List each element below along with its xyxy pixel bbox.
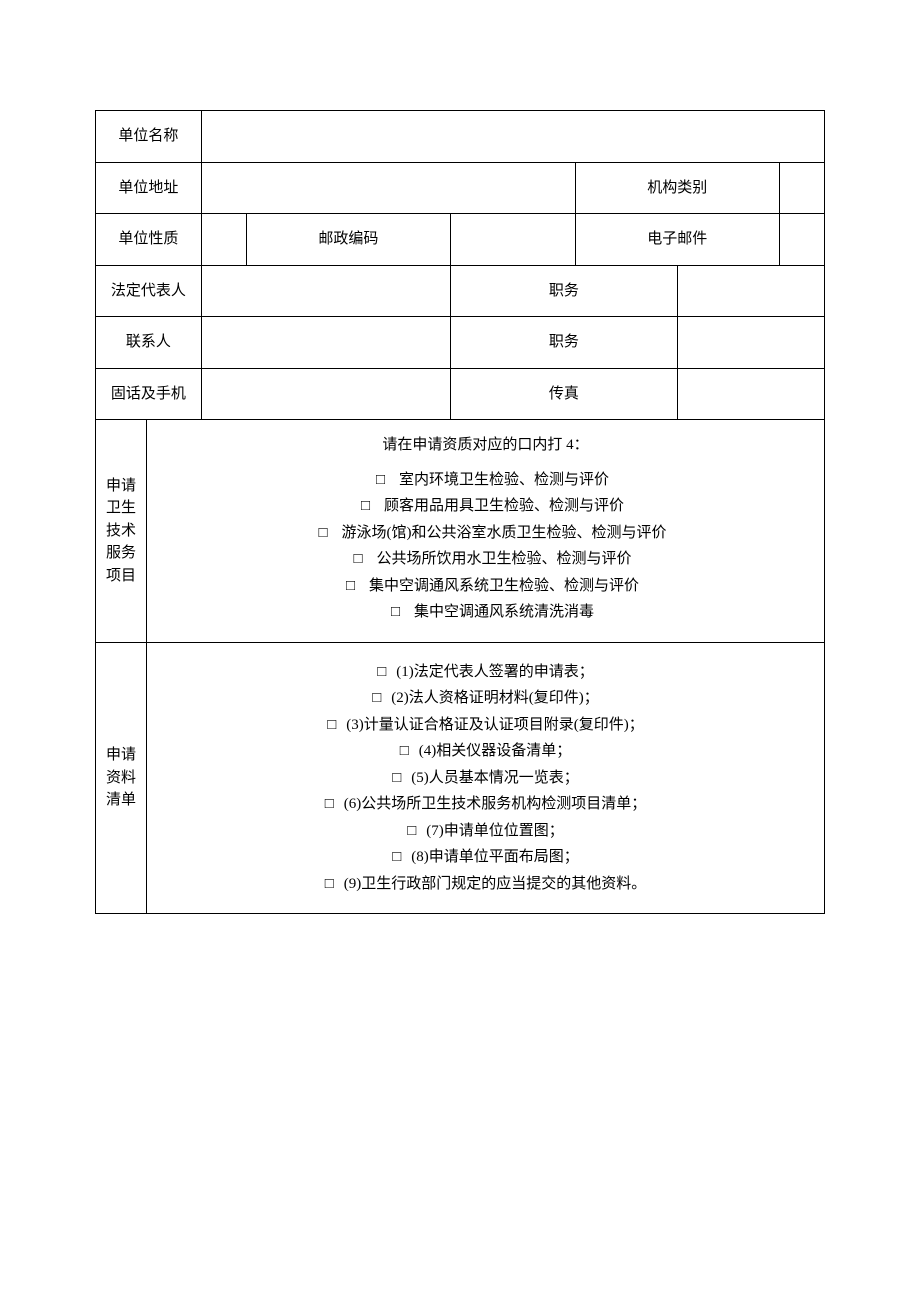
materials-item-text: (1)法定代表人签署的申请表； — [396, 664, 594, 680]
row-unit-nature: 单位性质 邮政编码 电子邮件 — [96, 214, 825, 266]
fax-value — [677, 368, 824, 420]
service-item-text: 集中空调通风系统清洗消毒 — [414, 604, 594, 620]
unit-name-value — [201, 111, 824, 163]
unit-name-label: 单位名称 — [96, 111, 202, 163]
materials-item-0: □ (1)法定代表人签署的申请表； — [155, 661, 816, 684]
service-item-text: 顾客用品用具卫生检验、检测与评价 — [384, 498, 624, 514]
email-label: 电子邮件 — [575, 214, 779, 266]
materials-item-text: (5)人员基本情况一览表； — [411, 770, 579, 786]
postal-code-value — [450, 214, 575, 266]
service-item-4: □ 集中空调通风系统卫生检验、检测与评价 — [155, 575, 816, 598]
materials-item-text: (2)法人资格证明材料(复印件)； — [391, 690, 598, 706]
application-form-table: 单位名称 单位地址 机构类别 单位性质 邮政编码 电子邮件 法定代表人 职务 联… — [95, 110, 825, 914]
legal-rep-label: 法定代表人 — [96, 265, 202, 317]
checkbox-icon[interactable]: □ — [407, 820, 416, 843]
checkbox-icon[interactable]: □ — [400, 740, 409, 763]
checkbox-icon[interactable]: □ — [372, 687, 381, 710]
row-materials-section: 申请资料清单 □ (1)法定代表人签署的申请表； □ (2)法人资格证明材料(复印件… — [96, 642, 825, 914]
checkbox-icon[interactable]: □ — [318, 522, 327, 545]
checkbox-icon[interactable]: □ — [391, 601, 400, 624]
position-label-2: 职务 — [450, 317, 677, 369]
service-intro: 请在申请资质对应的口内打 4： — [155, 434, 816, 457]
contact-label: 联系人 — [96, 317, 202, 369]
phone-label: 固话及手机 — [96, 368, 202, 420]
unit-address-value — [201, 162, 575, 214]
unit-address-label: 单位地址 — [96, 162, 202, 214]
org-category-value — [779, 162, 824, 214]
materials-item-text: (9)卫生行政部门规定的应当提交的其他资料。 — [344, 876, 647, 892]
checkbox-icon[interactable]: □ — [346, 575, 355, 598]
materials-item-8: □ (9)卫生行政部门规定的应当提交的其他资料。 — [155, 873, 816, 896]
row-contact: 联系人 职务 — [96, 317, 825, 369]
materials-item-text: (7)申请单位位置图； — [426, 823, 564, 839]
service-item-text: 游泳场(馆)和公共浴室水质卫生检验、检测与评价 — [342, 525, 667, 541]
service-section-content: 请在申请资质对应的口内打 4： □ 室内环境卫生检验、检测与评价 □ 顾客用品用具卫… — [147, 420, 825, 643]
service-item-0: □ 室内环境卫生检验、检测与评价 — [155, 469, 816, 492]
checkbox-icon[interactable]: □ — [361, 495, 370, 518]
service-item-3: □ 公共场所饮用水卫生检验、检测与评价 — [155, 548, 816, 571]
email-value — [779, 214, 824, 266]
position-value-2 — [677, 317, 824, 369]
materials-item-text: (3)计量认证合格证及认证项目附录(复印件)； — [346, 717, 643, 733]
service-item-text: 集中空调通风系统卫生检验、检测与评价 — [369, 578, 639, 594]
materials-item-5: □ (6)公共场所卫生技术服务机构检测项目清单； — [155, 793, 816, 816]
checkbox-icon[interactable]: □ — [327, 714, 336, 737]
checkbox-icon[interactable]: □ — [325, 873, 334, 896]
checkbox-icon[interactable]: □ — [377, 661, 386, 684]
service-item-text: 室内环境卫生检验、检测与评价 — [399, 472, 609, 488]
materials-section-content: □ (1)法定代表人签署的申请表； □ (2)法人资格证明材料(复印件)； □ (3)… — [147, 642, 825, 914]
service-item-text: 公共场所饮用水卫生检验、检测与评价 — [377, 551, 632, 567]
service-item-2: □ 游泳场(馆)和公共浴室水质卫生检验、检测与评价 — [155, 522, 816, 545]
materials-item-2: □ (3)计量认证合格证及认证项目附录(复印件)； — [155, 714, 816, 737]
materials-item-3: □ (4)相关仪器设备清单； — [155, 740, 816, 763]
checkbox-icon[interactable]: □ — [325, 793, 334, 816]
materials-item-4: □ (5)人员基本情况一览表； — [155, 767, 816, 790]
legal-rep-value — [201, 265, 450, 317]
materials-section-label: 申请资料清单 — [96, 642, 147, 914]
materials-item-6: □ (7)申请单位位置图； — [155, 820, 816, 843]
materials-item-text: (8)申请单位平面布局图； — [411, 849, 579, 865]
service-section-label: 申请卫生技术服务项目 — [96, 420, 147, 643]
row-unit-address: 单位地址 机构类别 — [96, 162, 825, 214]
row-legal-rep: 法定代表人 职务 — [96, 265, 825, 317]
checkbox-icon[interactable]: □ — [392, 846, 401, 869]
fax-label: 传真 — [450, 368, 677, 420]
service-item-5: □ 集中空调通风系统清洗消毒 — [155, 601, 816, 624]
position-label-1: 职务 — [450, 265, 677, 317]
row-unit-name: 单位名称 — [96, 111, 825, 163]
materials-item-7: □ (8)申请单位平面布局图； — [155, 846, 816, 869]
materials-item-1: □ (2)法人资格证明材料(复印件)； — [155, 687, 816, 710]
checkbox-icon[interactable]: □ — [376, 469, 385, 492]
org-category-label: 机构类别 — [575, 162, 779, 214]
checkbox-icon[interactable]: □ — [392, 767, 401, 790]
postal-code-label: 邮政编码 — [246, 214, 450, 266]
row-phone: 固话及手机 传真 — [96, 368, 825, 420]
contact-value — [201, 317, 450, 369]
unit-nature-value — [201, 214, 246, 266]
position-value-1 — [677, 265, 824, 317]
materials-item-text: (6)公共场所卫生技术服务机构检测项目清单； — [344, 796, 647, 812]
phone-value — [201, 368, 450, 420]
unit-nature-label: 单位性质 — [96, 214, 202, 266]
row-service-section: 申请卫生技术服务项目 请在申请资质对应的口内打 4： □ 室内环境卫生检验、检测与… — [96, 420, 825, 643]
service-item-1: □ 顾客用品用具卫生检验、检测与评价 — [155, 495, 816, 518]
materials-item-text: (4)相关仪器设备清单； — [419, 743, 572, 759]
checkbox-icon[interactable]: □ — [353, 548, 362, 571]
